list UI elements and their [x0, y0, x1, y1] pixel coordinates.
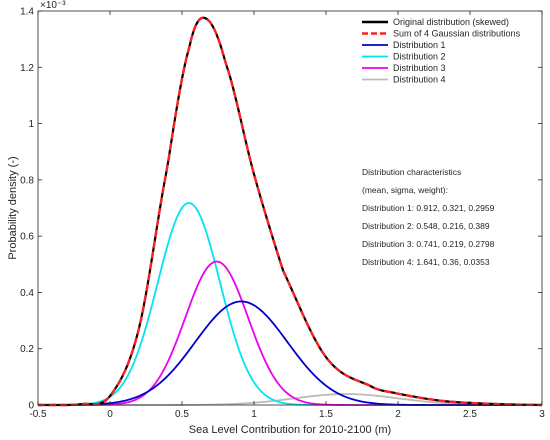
annotation-line: Distribution 4: 1.641, 0.36, 0.0353 [362, 257, 490, 267]
annotation-line: Distribution 2: 0.548, 0.216, 0.389 [362, 221, 490, 231]
y-axis-title: Probability density (-) [7, 156, 19, 259]
legend-label: Distribution 4 [393, 75, 446, 85]
x-tick-label: -0.5 [29, 409, 47, 420]
plot-area [38, 11, 542, 405]
ticks-layer: -0.5 0 0.5 1 1.5 2 2.5 300.20.40.60.811.21.4 [20, 7, 545, 421]
annotation-line: Distribution 1: 0.912, 0.321, 0.2959 [362, 203, 495, 213]
legend: Original distribution (skewed) Sum of 4 G… [362, 17, 521, 85]
y-tick-label: 0 [28, 401, 34, 412]
x-tick-label: 2.5 [463, 409, 477, 420]
legend-label: Distribution 1 [393, 40, 446, 50]
x-tick-label: 0 [107, 409, 113, 420]
x-tick-label: 3 [539, 409, 545, 420]
y-exponent-label: ×10⁻³ [40, 0, 66, 11]
legend-label: Original distribution (skewed) [393, 17, 509, 27]
legend-label: Distribution 2 [393, 52, 446, 62]
y-tick-label: 1.4 [20, 7, 34, 18]
y-tick-label: 1.2 [20, 63, 34, 74]
axes-box [37, 10, 543, 406]
x-tick-label: 1 [251, 409, 257, 420]
distribution-characteristics-note: Distribution characteristics (mean, sigma… [362, 167, 495, 267]
gaussian-sum-line [37, 16, 543, 407]
annotation-line: Distribution 3: 0.741, 0.219, 0.2798 [362, 239, 495, 249]
x-tick-label: 2 [395, 409, 401, 420]
legend-label: Sum of 4 Gaussian distributions [393, 29, 521, 39]
y-tick-label: 0.2 [20, 344, 34, 355]
annotation-line: Distribution characteristics [362, 167, 461, 177]
legend-label: Distribution 3 [393, 63, 446, 73]
y-tick-label: 1 [28, 119, 34, 130]
y-tick-label: 0.6 [20, 232, 34, 243]
x-axis-title: Sea Level Contribution for 2010-2100 (m) [189, 424, 391, 436]
y-tick-label: 0.4 [20, 288, 34, 299]
annotation-line: (mean, sigma, weight): [362, 185, 448, 195]
y-tick-label: 0.8 [20, 175, 34, 186]
x-tick-label: 0.5 [175, 409, 189, 420]
x-tick-label: 1.5 [319, 409, 333, 420]
